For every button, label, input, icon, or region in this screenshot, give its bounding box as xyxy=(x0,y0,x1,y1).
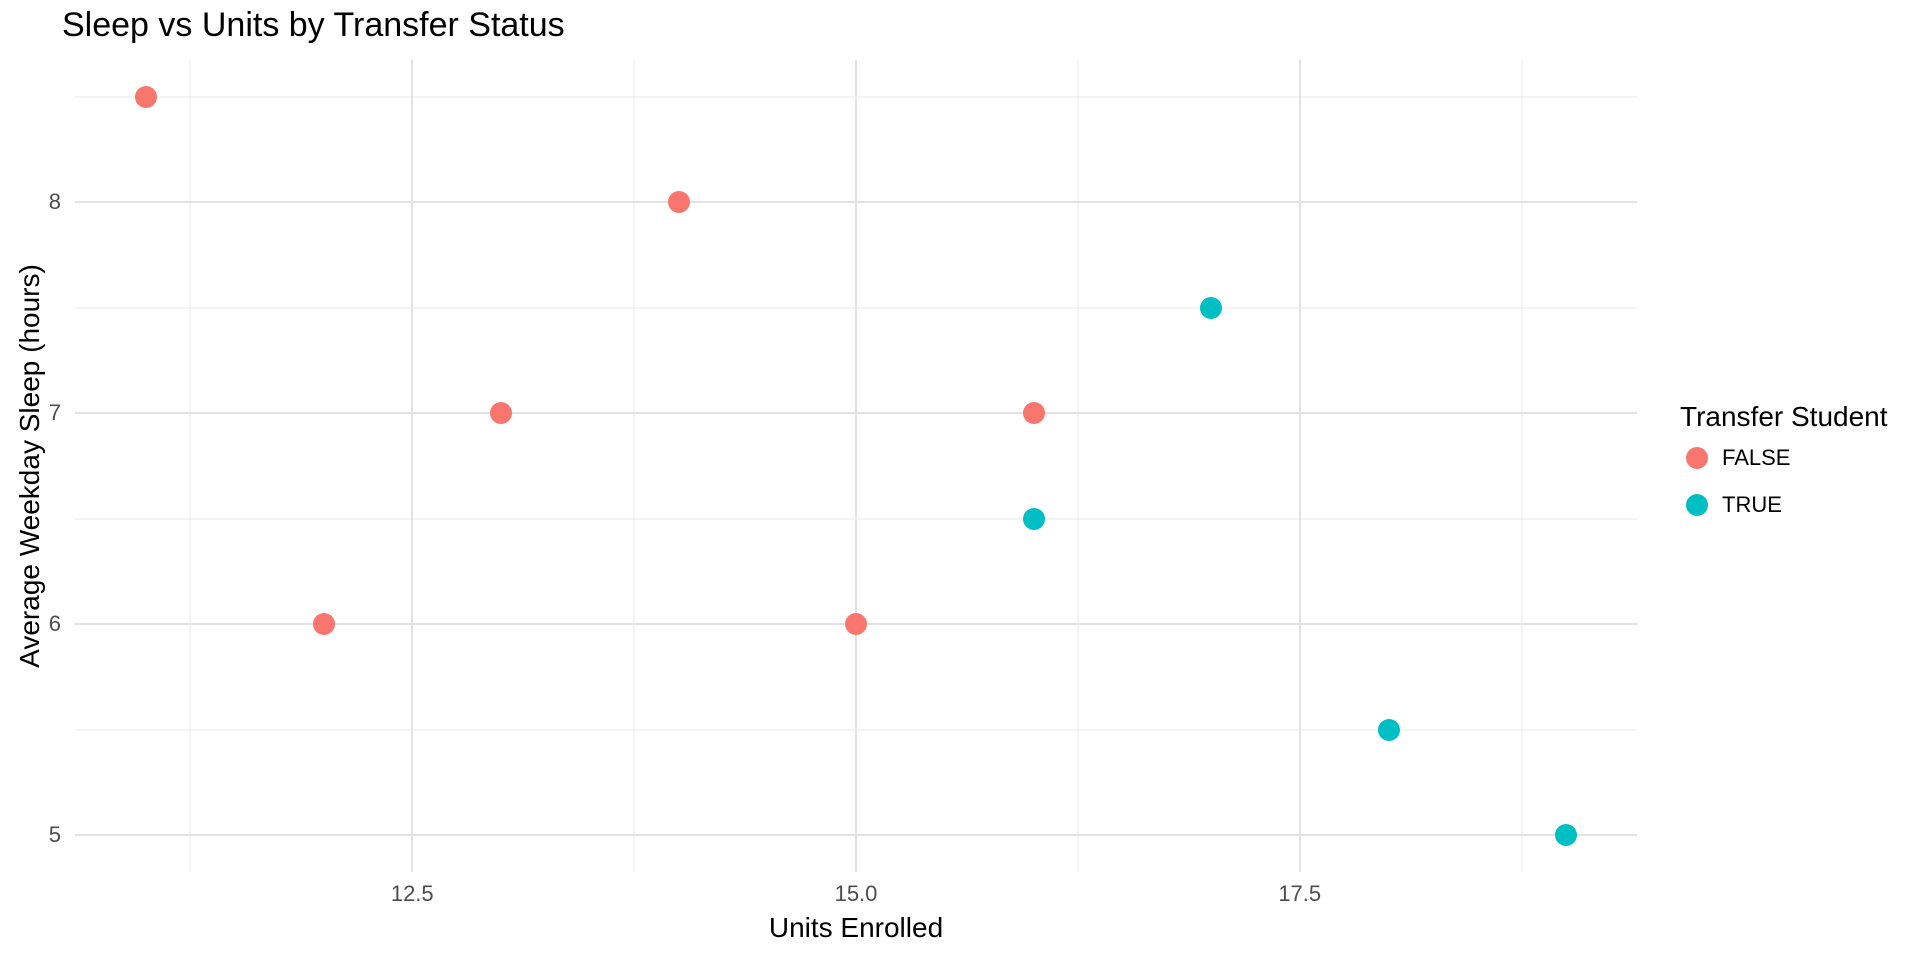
gridline-x-minor xyxy=(1077,60,1079,872)
gridline-x-minor xyxy=(633,60,635,872)
x-tick-label: 15.0 xyxy=(834,881,878,906)
gridline-x-minor xyxy=(189,60,191,872)
data-point-true xyxy=(1022,507,1045,530)
gridline-y-major xyxy=(75,412,1637,415)
y-tick-label: 5 xyxy=(48,822,61,848)
gridline-x-major xyxy=(855,60,857,872)
gridline-y-major xyxy=(75,201,1637,204)
gridline-y-major xyxy=(75,834,1637,837)
data-point-false xyxy=(667,191,690,214)
data-point-false xyxy=(1022,402,1045,425)
x-axis-tick-labels: 12.5 15.0 17.5 xyxy=(75,881,1637,909)
data-point-true xyxy=(1377,718,1400,741)
legend: Transfer Student FALSE TRUE xyxy=(1680,400,1888,528)
x-tick-label: 17.5 xyxy=(1278,881,1322,906)
y-tick-label: 6 xyxy=(48,611,61,637)
y-axis-tick-labels: 5 6 7 8 xyxy=(0,60,61,872)
data-point-false xyxy=(490,402,512,425)
x-axis-title: Units Enrolled xyxy=(768,912,944,943)
legend-swatch-true-icon xyxy=(1686,493,1708,516)
legend-item-false: FALSE xyxy=(1680,434,1888,481)
legend-label-false: FALSE xyxy=(1722,444,1791,470)
gridline-x-major xyxy=(411,60,414,872)
data-point-false xyxy=(312,613,335,636)
legend-label-true: TRUE xyxy=(1722,491,1782,517)
data-point-true xyxy=(1200,296,1222,319)
data-point-true xyxy=(1555,824,1577,847)
data-point-false xyxy=(845,613,867,636)
chart-title: Sleep vs Units by Transfer Status xyxy=(62,6,565,44)
y-tick-label: 7 xyxy=(48,400,61,426)
y-tick-label: 8 xyxy=(48,189,61,215)
plot-panel xyxy=(75,60,1637,872)
y-axis-title: Average Weekday Sleep (hours) xyxy=(14,264,45,668)
legend-item-true: TRUE xyxy=(1680,481,1888,528)
legend-title: Transfer Student xyxy=(1680,401,1888,432)
data-point-false xyxy=(135,85,157,108)
x-tick-label: 12.5 xyxy=(390,881,434,906)
legend-swatch-false-icon xyxy=(1686,446,1708,469)
gridline-x-major xyxy=(1298,60,1301,872)
gridline-x-minor xyxy=(1521,60,1523,872)
